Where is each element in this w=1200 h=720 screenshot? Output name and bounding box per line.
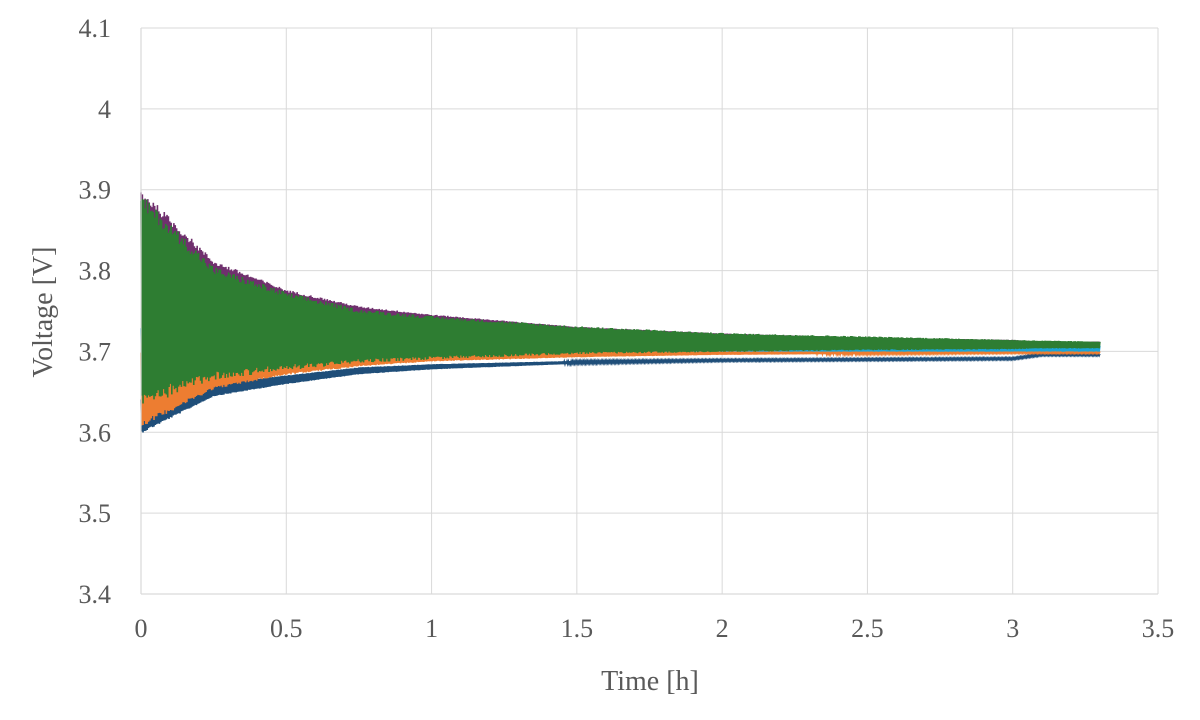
- y-tick-label: 3.8: [79, 257, 112, 286]
- grid: [140, 27, 1159, 595]
- y-tick-label: 3.7: [79, 337, 112, 366]
- axes: [140, 28, 1158, 595]
- y-tick-label: 4: [98, 95, 111, 124]
- tick-labels: 3.4 3.5 3.6 3.7 3.8 3.9 4 4.1 0 0.5 1 1.5 2 2.5 3 3.5: [79, 14, 1175, 643]
- y-tick-label: 4.1: [79, 14, 112, 43]
- series-line: [140, 351, 1101, 433]
- x-tick-label: 1: [425, 614, 438, 643]
- series-1: [140, 351, 1101, 433]
- x-tick-label: 0: [135, 614, 148, 643]
- x-tick-label: 3: [1006, 614, 1019, 643]
- y-tick-label: 3.5: [79, 499, 112, 528]
- x-tick-label: 1.5: [561, 614, 594, 643]
- x-tick-label: 3.5: [1142, 614, 1175, 643]
- x-tick-label: 2: [716, 614, 729, 643]
- y-tick-label: 3.4: [79, 580, 112, 609]
- y-tick-label: 3.6: [79, 418, 112, 447]
- series-line: [140, 199, 1101, 404]
- x-axis-title: Time [h]: [601, 666, 699, 697]
- y-tick-label: 3.9: [79, 176, 112, 205]
- series-layer: [140, 192, 1101, 433]
- x-tick-label: 2.5: [851, 614, 884, 643]
- y-axis-title: Voltage [V]: [28, 247, 59, 378]
- series-5: [140, 199, 1101, 404]
- x-tick-label: 0.5: [270, 614, 303, 643]
